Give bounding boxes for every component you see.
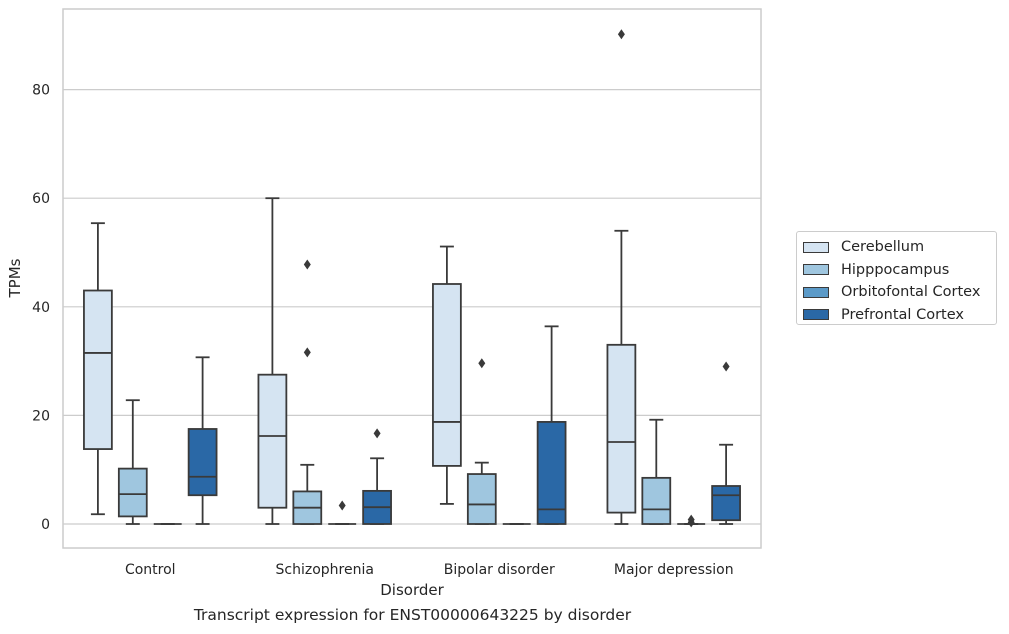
box-hipppocampus-schizophrenia — [292, 259, 323, 525]
legend-label-hippocampus: Hipppocampus — [841, 261, 950, 278]
box-cerebellum-schizophrenia — [257, 197, 288, 525]
outlier-point — [303, 259, 311, 270]
legend-item-prefrontal-cortex: Prefrontal Cortex — [803, 304, 996, 327]
box-orbitofontal-cortex-major-depression — [677, 514, 706, 528]
x-tick-label-control: Control — [125, 562, 176, 578]
box-body — [187, 428, 218, 497]
box-body — [606, 343, 637, 514]
box-hipppocampus-control — [117, 399, 148, 525]
box-body — [432, 283, 462, 467]
legend-label-prefrontal-cortex: Prefrontal Cortex — [841, 306, 964, 323]
legend: Cerebellum Hipppocampus Orbitofontal Cor… — [796, 231, 997, 325]
x-axis-label: Disorder — [380, 581, 444, 599]
box-prefrontal-cortex-major-depression — [711, 361, 741, 525]
box-cerebellum-control — [83, 222, 113, 516]
outlier-point — [617, 29, 625, 40]
outlier-point — [478, 358, 486, 369]
box-body — [711, 485, 741, 522]
box-cerebellum-bipolar-disorder — [432, 245, 462, 505]
plot-frame — [62, 8, 762, 549]
outlier-point — [338, 500, 346, 511]
outlier-point — [373, 428, 381, 439]
y-axis-label: TPMs — [6, 258, 24, 298]
legend-item-orbitofrontal-cortex: Orbitofontal Cortex — [803, 281, 996, 304]
legend-label-orbitofrontal-cortex: Orbitofontal Cortex — [841, 284, 981, 301]
y-tick-label-80: 80 — [32, 83, 50, 99]
outlier-point — [722, 361, 730, 372]
y-tick-label-20: 20 — [32, 408, 50, 424]
box-body — [83, 289, 113, 450]
x-tick-label-bipolar-disorder: Bipolar disorder — [444, 562, 555, 578]
box-prefrontal-cortex-control — [187, 356, 218, 525]
box-orbitofontal-cortex-schizophrenia — [328, 500, 357, 525]
legend-swatch-orbitofrontal-cortex — [803, 286, 829, 298]
x-tick-label-schizophrenia: Schizophrenia — [276, 562, 374, 578]
legend-swatch-hippocampus — [803, 264, 829, 276]
box-prefrontal-cortex-bipolar-disorder — [536, 325, 567, 525]
box-body — [257, 373, 288, 509]
box-prefrontal-cortex-schizophrenia — [362, 428, 392, 525]
box-body — [466, 473, 497, 525]
box-body — [641, 476, 672, 525]
box-hipppocampus-major-depression — [641, 418, 672, 525]
legend-item-cerebellum: Cerebellum — [803, 236, 996, 259]
y-tick-label-0: 0 — [41, 517, 50, 533]
boxes — [83, 29, 741, 528]
legend-swatch-prefrontal-cortex — [803, 309, 829, 321]
legend-item-hippocampus: Hipppocampus — [803, 259, 996, 282]
x-tick-label-major-depression: Major depression — [614, 562, 734, 578]
box-body — [117, 467, 148, 518]
box-hipppocampus-bipolar-disorder — [466, 358, 497, 525]
legend-label-cerebellum: Cerebellum — [841, 239, 925, 256]
y-tick-label-40: 40 — [32, 300, 50, 316]
y-tick-labels: 0 20 40 60 80 — [32, 83, 50, 533]
outlier-point — [303, 347, 311, 358]
box-body — [536, 421, 567, 525]
box-cerebellum-major-depression — [606, 29, 637, 525]
x-tick-labels: Control Schizophrenia Bipolar disorder Majo… — [125, 562, 734, 578]
legend-swatch-cerebellum — [803, 241, 829, 253]
y-tick-label-60: 60 — [32, 191, 50, 207]
chart-caption: Transcript expression for ENST0000064322… — [193, 606, 632, 624]
outlier-point — [687, 517, 695, 528]
